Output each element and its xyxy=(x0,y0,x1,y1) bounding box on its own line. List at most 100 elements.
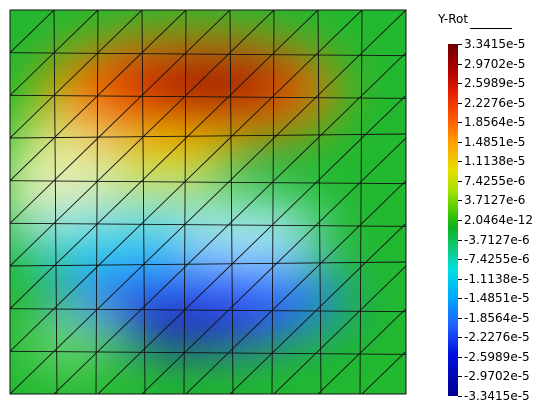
legend-tick-label: -1.1138e-5 xyxy=(464,271,530,286)
mesh-edge xyxy=(361,52,406,96)
mesh-edge xyxy=(185,180,231,224)
mesh-edge xyxy=(10,95,55,139)
legend-tick-label: 1.8564e-5 xyxy=(464,115,526,130)
mesh-edge xyxy=(10,350,406,355)
mesh-edge xyxy=(317,10,363,53)
mesh-lines xyxy=(10,10,406,394)
legend-tick xyxy=(458,356,462,358)
mesh-edge xyxy=(95,10,99,394)
mesh-edge xyxy=(53,137,99,181)
legend-tick xyxy=(458,83,462,85)
mesh-edge xyxy=(273,308,319,352)
legend-tick xyxy=(458,122,462,124)
mesh-edge xyxy=(185,95,231,139)
legend-tick-label: -2.9702e-5 xyxy=(464,369,530,384)
mesh-edge xyxy=(317,52,363,96)
mesh-edge xyxy=(141,10,187,53)
mesh-edge xyxy=(185,351,231,394)
mesh-edge xyxy=(273,223,319,267)
mesh-edge xyxy=(10,133,406,139)
mesh-edge xyxy=(273,52,319,96)
mesh-edge xyxy=(141,95,187,139)
legend-tick-label: -3.3415e-5 xyxy=(464,389,530,403)
mesh-edge xyxy=(273,265,319,309)
mesh-edge xyxy=(97,180,143,224)
mesh-edge xyxy=(361,351,406,394)
mesh-edge xyxy=(229,137,275,181)
mesh-edge xyxy=(97,10,143,53)
mesh-edge xyxy=(141,52,187,96)
legend-tick-label: -1.4851e-5 xyxy=(464,291,530,306)
mesh-edge xyxy=(10,308,55,352)
mesh-edge xyxy=(97,308,143,352)
legend-tick-label: -1.8564e-5 xyxy=(464,310,530,325)
mesh-edge xyxy=(53,265,99,309)
legend-tick-label: -2.5989e-5 xyxy=(464,349,530,364)
mesh-edge xyxy=(10,180,55,224)
legend-title-underline xyxy=(470,28,512,29)
legend-tick xyxy=(458,376,462,378)
legend-tick-label: 2.5989e-5 xyxy=(464,76,526,91)
mesh-edge xyxy=(361,308,406,352)
mesh-edge xyxy=(97,265,143,309)
legend-tick xyxy=(458,317,462,319)
mesh-edge xyxy=(10,308,406,313)
legend-tick xyxy=(458,298,462,300)
mesh-edge xyxy=(10,222,406,227)
mesh-edge xyxy=(10,180,406,185)
mesh-edge xyxy=(10,10,55,53)
mesh-edge xyxy=(53,180,99,224)
legend-title: Y-Rot xyxy=(438,12,469,26)
mesh-viewport[interactable] xyxy=(0,0,430,407)
legend-tick xyxy=(458,102,462,104)
legend-tick xyxy=(458,161,462,163)
legend-tick xyxy=(458,141,462,143)
mesh-edge xyxy=(361,180,406,224)
legend-tick xyxy=(458,220,462,221)
mesh-edge xyxy=(10,265,55,309)
mesh-edge xyxy=(361,223,406,267)
mesh-edge xyxy=(317,95,363,139)
mesh-edge xyxy=(183,10,187,394)
legend-tick-label: 3.3415e-5 xyxy=(464,37,526,51)
mesh-edge xyxy=(361,10,406,53)
legend-tick-label: 2.9702e-5 xyxy=(464,56,526,71)
mesh-edge xyxy=(229,95,275,139)
mesh-edge xyxy=(10,94,406,99)
legend-tick-label: 1.1138e-5 xyxy=(464,154,526,169)
mesh-edge xyxy=(229,308,275,352)
legend-tick-label: 3.7127e-6 xyxy=(464,193,526,208)
contour-plot xyxy=(9,9,407,395)
contour-field xyxy=(10,32,350,370)
mesh-edge xyxy=(229,10,234,394)
legend-tick xyxy=(458,337,462,339)
mesh-edge xyxy=(141,265,187,309)
mesh-edge xyxy=(53,10,99,53)
mesh-edge xyxy=(10,261,406,267)
mesh-edge xyxy=(229,52,275,96)
mesh-edge xyxy=(361,137,406,181)
mesh-edge xyxy=(229,351,275,394)
legend-tick-label: 2.2276e-5 xyxy=(464,95,526,110)
mesh-edge xyxy=(10,52,406,57)
legend-tick xyxy=(458,63,462,65)
legend-tick xyxy=(458,44,462,45)
mesh-edge xyxy=(185,137,231,181)
mesh-edge xyxy=(185,223,231,267)
legend-tick-label: -7.4255e-6 xyxy=(464,252,530,267)
mesh-edge xyxy=(273,137,319,181)
legend-tick-label: -2.2276e-5 xyxy=(464,330,530,345)
mesh-edge xyxy=(229,223,275,267)
mesh-edge xyxy=(273,351,319,394)
mesh-edge xyxy=(229,180,275,224)
mesh-edge xyxy=(361,95,406,139)
mesh-edge xyxy=(141,180,187,224)
mesh-edge xyxy=(141,223,187,267)
legend-tick xyxy=(458,278,462,280)
legend-tick xyxy=(458,239,462,241)
mesh-edge xyxy=(361,265,406,309)
mesh-edge xyxy=(317,223,363,267)
legend-tick-label: 7.4255e-6 xyxy=(464,173,526,188)
mesh-edge xyxy=(185,308,231,352)
mesh-edge xyxy=(53,308,99,352)
